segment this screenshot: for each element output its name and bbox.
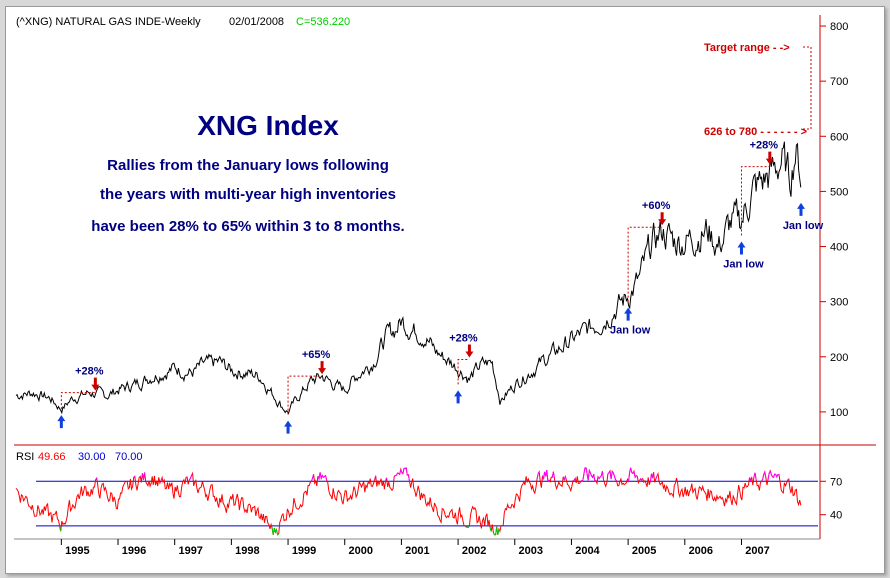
annotation-line-1: Rallies from the January lows following — [107, 157, 389, 174]
target-values-label: 626 to 780 - - - - - - > — [704, 126, 807, 138]
rally-low-arrow — [796, 202, 805, 216]
rally-low-arrow — [454, 390, 463, 404]
price-tick-label: 100 — [830, 407, 848, 419]
rally-low-arrow — [737, 241, 746, 255]
rsi-line — [15, 467, 802, 536]
header-close: C=536.220 — [296, 16, 350, 28]
rsi-tick-label: 40 — [830, 510, 842, 522]
rally-box — [60, 392, 96, 410]
rally-percent-label: +65% — [302, 349, 331, 361]
year-tick-label: 2002 — [462, 545, 486, 557]
rally-annotations: +28% +65% +28% Jan low +60% Jan low +28% Jan lo… — [57, 140, 824, 434]
rally-box — [287, 375, 323, 415]
rsi-overbought-level: 70.00 — [115, 451, 143, 463]
rsi-tick-label: 70 — [830, 476, 842, 488]
price-series — [15, 141, 802, 415]
price-axis-ticks: 100 200 300 400 500 600 700 800 — [820, 21, 848, 419]
rally-box — [627, 226, 663, 302]
rsi-oversold-segments — [59, 525, 501, 536]
rally-percent-label: +28% — [75, 366, 104, 378]
year-tick-label: 2001 — [405, 545, 429, 557]
year-tick-label: 2000 — [348, 545, 372, 557]
rsi-series — [15, 467, 802, 536]
year-tick-label: 1998 — [235, 545, 259, 557]
header-date: 02/01/2008 — [229, 16, 284, 28]
target-range-label: Target range - -> — [704, 42, 790, 54]
price-tick-label: 200 — [830, 352, 848, 364]
price-tick-label: 700 — [830, 76, 848, 88]
rsi-bands — [36, 480, 818, 527]
rally-percent-label: +28% — [449, 333, 478, 345]
jan-low-label: Jan low — [610, 325, 651, 337]
price-line — [15, 141, 802, 415]
jan-low-label: Jan low — [723, 259, 764, 271]
year-tick-label: 1995 — [65, 545, 89, 557]
rally-low-arrow — [284, 420, 293, 434]
header-symbol: (^XNG) NATURAL GAS INDE-Weekly — [16, 16, 201, 28]
rally-low-arrow — [624, 307, 633, 321]
rally-high-arrow — [91, 377, 100, 391]
rally-low-arrow — [57, 415, 66, 429]
annotation-title: XNG Index — [197, 110, 339, 141]
jan-low-label: Jan low — [783, 220, 824, 232]
rally-box — [740, 166, 770, 236]
rally-high-arrow — [765, 151, 774, 165]
annotation-line-3: have been 28% to 65% within 3 to 8 month… — [91, 218, 404, 235]
rsi-oversold-level: 30.00 — [78, 451, 106, 463]
price-tick-label: 600 — [830, 131, 848, 143]
rally-box — [457, 359, 470, 385]
time-axis-ticks: 1995 1996 1997 1998 1999 2000 2001 2002 2003 2004… — [60, 539, 770, 557]
xng-weekly-chart: (^XNG) NATURAL GAS INDE-Weekly 02/01/200… — [14, 15, 876, 557]
rally-percent-label: +60% — [642, 200, 671, 212]
price-tick-label: 300 — [830, 297, 848, 309]
year-tick-label: 1999 — [292, 545, 316, 557]
year-tick-label: 2007 — [745, 545, 769, 557]
year-tick-label: 1997 — [178, 545, 202, 557]
year-tick-label: 2004 — [575, 545, 600, 557]
rsi-label: RSI — [16, 451, 34, 463]
rally-high-arrow — [465, 344, 474, 358]
year-tick-label: 2006 — [689, 545, 713, 557]
price-tick-label: 400 — [830, 242, 848, 254]
rsi-axis-ticks: 40 70 — [820, 476, 842, 522]
year-tick-label: 2005 — [632, 545, 656, 557]
year-tick-label: 1996 — [122, 545, 146, 557]
year-tick-label: 2003 — [519, 545, 543, 557]
rally-high-arrow — [318, 361, 327, 375]
annotation-line-2: the years with multi-year high inventori… — [100, 186, 396, 203]
target-range-bracket — [803, 46, 812, 130]
price-tick-label: 800 — [830, 21, 848, 33]
rally-high-arrow — [658, 212, 667, 226]
rsi-value: 49.66 — [38, 451, 66, 463]
chart-window: (^XNG) NATURAL GAS INDE-Weekly 02/01/200… — [5, 6, 885, 574]
rsi-overbought-segments — [95, 467, 790, 482]
price-tick-label: 500 — [830, 186, 848, 198]
rally-percent-label: +28% — [750, 140, 779, 152]
